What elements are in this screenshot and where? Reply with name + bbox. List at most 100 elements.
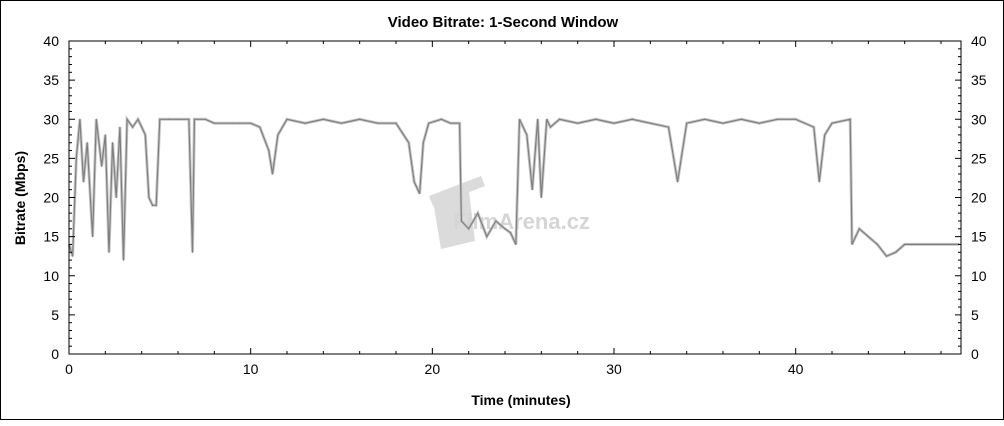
y-tick-label: 25 <box>43 150 59 166</box>
data-point <box>595 118 597 120</box>
data-point <box>141 126 143 128</box>
data-point <box>177 118 179 120</box>
data-point <box>824 134 826 136</box>
y-tick-label-right: 5 <box>971 307 979 323</box>
data-point <box>477 212 479 214</box>
x-tick-label: 20 <box>425 361 441 377</box>
data-point <box>377 122 379 124</box>
data-point <box>831 122 833 124</box>
data-point <box>250 122 252 124</box>
data-point <box>101 165 103 167</box>
data-point <box>151 204 154 206</box>
data-point <box>322 118 324 120</box>
data-point <box>515 243 517 246</box>
data-point <box>922 243 924 246</box>
data-point <box>667 126 670 128</box>
data-point <box>818 181 820 183</box>
data-point <box>137 118 139 120</box>
y-tick-label-right: 20 <box>971 190 987 206</box>
data-point <box>108 251 110 253</box>
chart-title: Video Bitrate: 1-Second Window <box>388 14 619 31</box>
data-point <box>795 118 797 120</box>
data-point <box>940 243 942 246</box>
plot-area <box>68 40 962 355</box>
data-point <box>486 236 488 238</box>
data-point <box>155 204 157 206</box>
data-point <box>95 118 97 120</box>
x-tick-label: 40 <box>788 361 804 377</box>
y-tick-label: 20 <box>43 190 59 206</box>
y-tick-label: 30 <box>43 111 59 127</box>
data-point <box>813 126 815 128</box>
data-point <box>148 196 150 199</box>
data-point <box>86 142 88 144</box>
data-point <box>104 134 106 136</box>
data-point <box>531 189 533 191</box>
data-point <box>82 181 85 183</box>
data-point <box>304 122 306 124</box>
data-point <box>851 243 853 246</box>
data-point <box>72 255 74 257</box>
y-tick-label-right: 10 <box>971 268 987 284</box>
watermark-logo: FilmArena.cz <box>429 176 590 249</box>
data-point <box>119 126 121 128</box>
data-point <box>188 118 190 120</box>
data-point <box>722 122 724 124</box>
x-tick-label: 10 <box>243 361 259 377</box>
x-tick-label: 30 <box>606 361 622 377</box>
data-point <box>126 118 128 120</box>
data-point <box>577 122 579 124</box>
data-point <box>449 122 452 124</box>
data-point <box>537 118 539 120</box>
y-tick-label: 10 <box>43 268 59 284</box>
data-point <box>419 192 421 195</box>
data-point <box>359 118 361 120</box>
data-point <box>168 118 170 120</box>
data-point <box>649 122 651 124</box>
data-point <box>92 236 94 238</box>
data-point <box>776 118 779 120</box>
data-point <box>213 122 215 124</box>
y-tick-label: 35 <box>43 72 59 88</box>
data-point <box>468 228 470 230</box>
data-point <box>540 196 542 199</box>
svg-text:FilmArena.cz: FilmArena.cz <box>453 209 590 234</box>
data-point <box>193 118 195 120</box>
data-point <box>460 220 463 222</box>
data-point <box>526 134 528 136</box>
y-tick-label: 15 <box>43 229 59 245</box>
data-point <box>231 122 234 124</box>
data-point <box>518 118 521 120</box>
data-point <box>867 236 869 238</box>
data-point <box>408 142 410 144</box>
data-point <box>259 126 261 128</box>
x-axis-label: Time (minutes) <box>471 392 570 408</box>
data-point <box>395 122 397 124</box>
bitrate-envelope <box>67 114 960 261</box>
data-point <box>904 243 906 246</box>
data-point <box>495 220 497 222</box>
y-tick-label-right: 30 <box>971 111 987 127</box>
data-point <box>504 228 506 230</box>
data-point <box>286 118 288 120</box>
data-point <box>112 142 114 144</box>
y-tick-label: 40 <box>43 33 59 49</box>
data-point <box>876 243 879 246</box>
x-tick-label: 0 <box>65 361 73 377</box>
data-point <box>122 259 125 261</box>
data-point <box>75 157 77 159</box>
data-point <box>271 173 274 175</box>
y-axis-label: Bitrate (Mbps) <box>12 151 28 245</box>
data-point <box>428 122 430 124</box>
y-tick-label-right: 15 <box>971 229 987 245</box>
data-point <box>115 196 117 199</box>
data-point <box>613 122 615 124</box>
data-point <box>413 181 415 183</box>
data-point <box>686 122 688 124</box>
data-point <box>849 118 851 120</box>
data-point <box>549 126 552 128</box>
data-point <box>885 255 888 257</box>
y-tick-label-right: 0 <box>971 346 979 362</box>
